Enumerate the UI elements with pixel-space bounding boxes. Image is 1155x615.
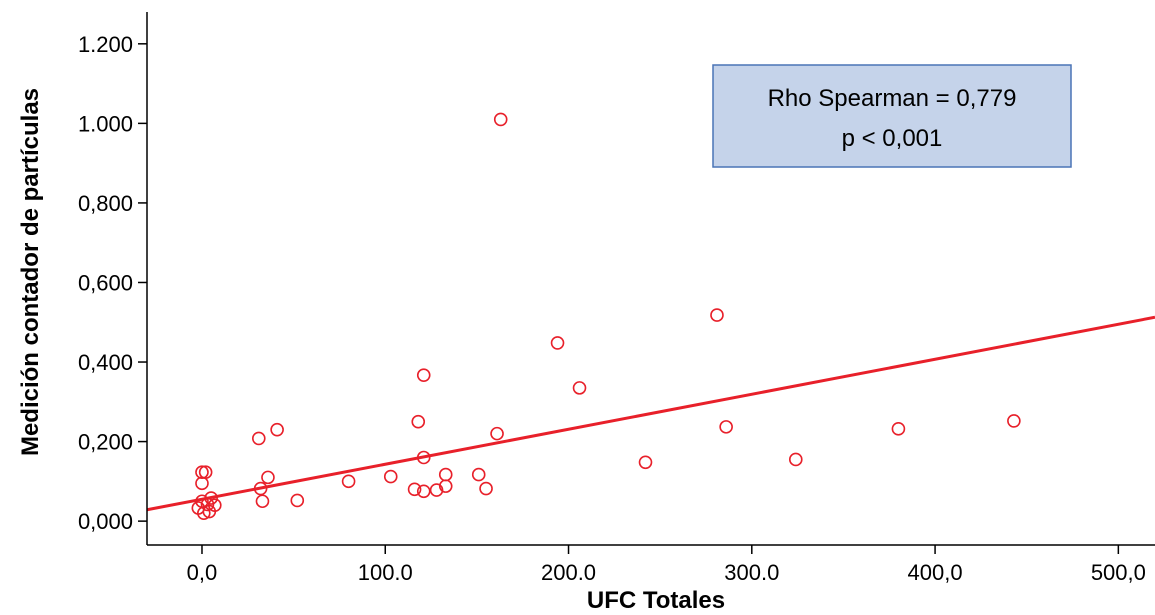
data-point: [1007, 414, 1021, 428]
data-point: [290, 493, 305, 508]
data-point: [341, 474, 356, 489]
x-tick-label: 500,0: [1091, 560, 1146, 585]
y-tick-label: 0,000: [78, 509, 133, 534]
data-point: [493, 112, 508, 127]
x-tick-label: 100.0: [358, 560, 413, 585]
y-tick-label: 0,400: [78, 350, 133, 375]
data-point: [195, 476, 209, 491]
y-tick-label: 0,800: [78, 191, 133, 216]
data-point: [204, 491, 218, 505]
data-point: [490, 426, 504, 441]
data-point: [198, 465, 213, 480]
y-tick-label: 0,200: [78, 430, 133, 455]
regression-line: [146, 315, 1155, 512]
y-tick-label: 1.200: [78, 32, 133, 57]
data-point: [471, 467, 486, 482]
y-tick-label: 1.000: [78, 111, 133, 136]
data-point: [416, 368, 431, 382]
data-points: [191, 112, 1021, 520]
data-point: [710, 308, 724, 322]
data-point: [429, 483, 444, 497]
data-point: [438, 467, 453, 482]
data-point: [638, 455, 653, 470]
data-point: [197, 506, 211, 520]
y-axis-title: Medición contador de partículas: [17, 88, 44, 456]
data-point: [416, 484, 431, 499]
x-tick-label: 0,0: [187, 560, 218, 585]
annotation-rho-text: Rho Spearman = 0,779: [768, 85, 1017, 112]
x-tick-label: 300.0: [724, 560, 779, 585]
data-point: [270, 422, 284, 437]
fit-line-layer: [146, 315, 1155, 512]
axes: 0,000 0,200 0,400 0,600 0,800 1.000 1.200 0,0 10…: [78, 12, 1155, 585]
data-point: [411, 414, 426, 429]
data-point: [251, 431, 266, 446]
data-point: [572, 381, 587, 395]
data-point: [383, 469, 398, 484]
data-point: [788, 452, 803, 467]
annotation-box: Rho Spearman = 0,779 p < 0,001: [712, 64, 1072, 168]
x-tick-label: 400,0: [908, 560, 963, 585]
annotation-box-background: [712, 64, 1072, 168]
data-point: [195, 465, 209, 480]
y-tick-label: 0,600: [78, 270, 133, 295]
data-point: [208, 498, 222, 513]
annotation-p-text: p < 0,001: [842, 125, 943, 152]
data-point: [261, 470, 275, 485]
data-point: [891, 422, 906, 436]
data-point: [407, 482, 422, 497]
data-point: [255, 494, 270, 509]
data-point: [253, 481, 268, 496]
x-tick-label: 200.0: [541, 560, 596, 585]
data-point: [479, 481, 493, 496]
data-point: [550, 336, 565, 350]
data-point: [416, 450, 431, 465]
x-axis-title: UFC Totales: [587, 587, 725, 614]
data-point: [719, 420, 733, 434]
